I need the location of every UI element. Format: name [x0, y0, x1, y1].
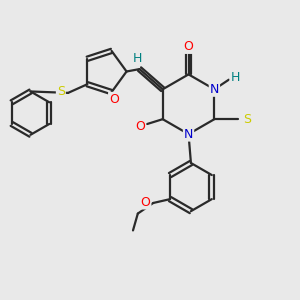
Text: H: H: [133, 52, 142, 65]
Text: H: H: [230, 71, 240, 84]
Text: O: O: [135, 120, 145, 133]
Text: N: N: [184, 128, 193, 141]
Text: N: N: [210, 83, 219, 96]
Text: S: S: [57, 85, 65, 98]
Text: S: S: [243, 113, 251, 126]
Text: O: O: [184, 40, 194, 53]
Text: O: O: [141, 196, 151, 208]
Text: O: O: [109, 93, 119, 106]
